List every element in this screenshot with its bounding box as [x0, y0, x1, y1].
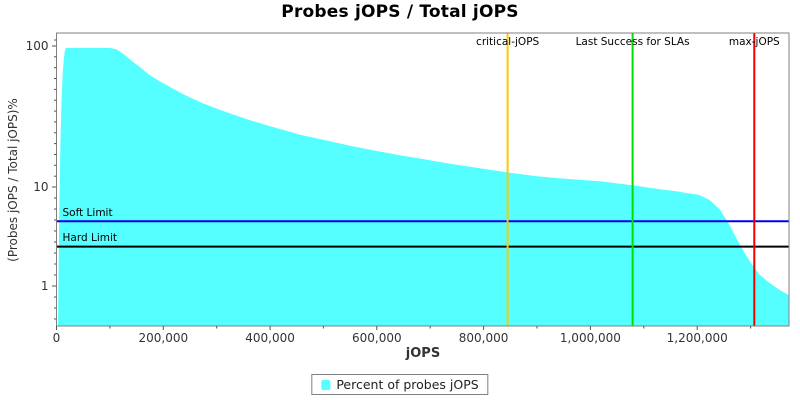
- vline-label-2: max-jOPS: [728, 36, 780, 48]
- legend-swatch-icon: [321, 379, 331, 390]
- area-series: [58, 47, 789, 326]
- y-tick-label: 100: [26, 39, 49, 53]
- x-tick-label: 1,000,000: [560, 331, 621, 345]
- y-tick-label: 10: [33, 180, 48, 194]
- plot-border: [56, 32, 790, 327]
- x-tick-label: 600,000: [352, 331, 402, 345]
- x-tick-label: 0: [53, 331, 61, 345]
- x-axis-title: jOPS: [405, 346, 441, 361]
- y-tick-label: 1: [41, 279, 49, 293]
- x-tick-label: 800,000: [459, 331, 509, 345]
- chart-title: Probes jOPS / Total jOPS: [281, 2, 519, 22]
- hline-label-0: Soft Limit: [62, 206, 113, 219]
- legend: Percent of probes jOPS: [311, 374, 489, 395]
- legend-label: Percent of probes jOPS: [336, 377, 479, 392]
- x-tick-label: 1,200,000: [667, 331, 728, 345]
- hline-label-1: Hard Limit: [62, 232, 118, 245]
- y-axis-title: (Probes jOPS / Total jOPS)%: [6, 98, 20, 262]
- vline-label-1: Last Success for SLAs: [575, 36, 690, 48]
- x-tick-label: 200,000: [138, 331, 188, 345]
- x-tick-label: 400,000: [245, 331, 295, 345]
- vline-label-0: critical-jOPS: [476, 36, 540, 48]
